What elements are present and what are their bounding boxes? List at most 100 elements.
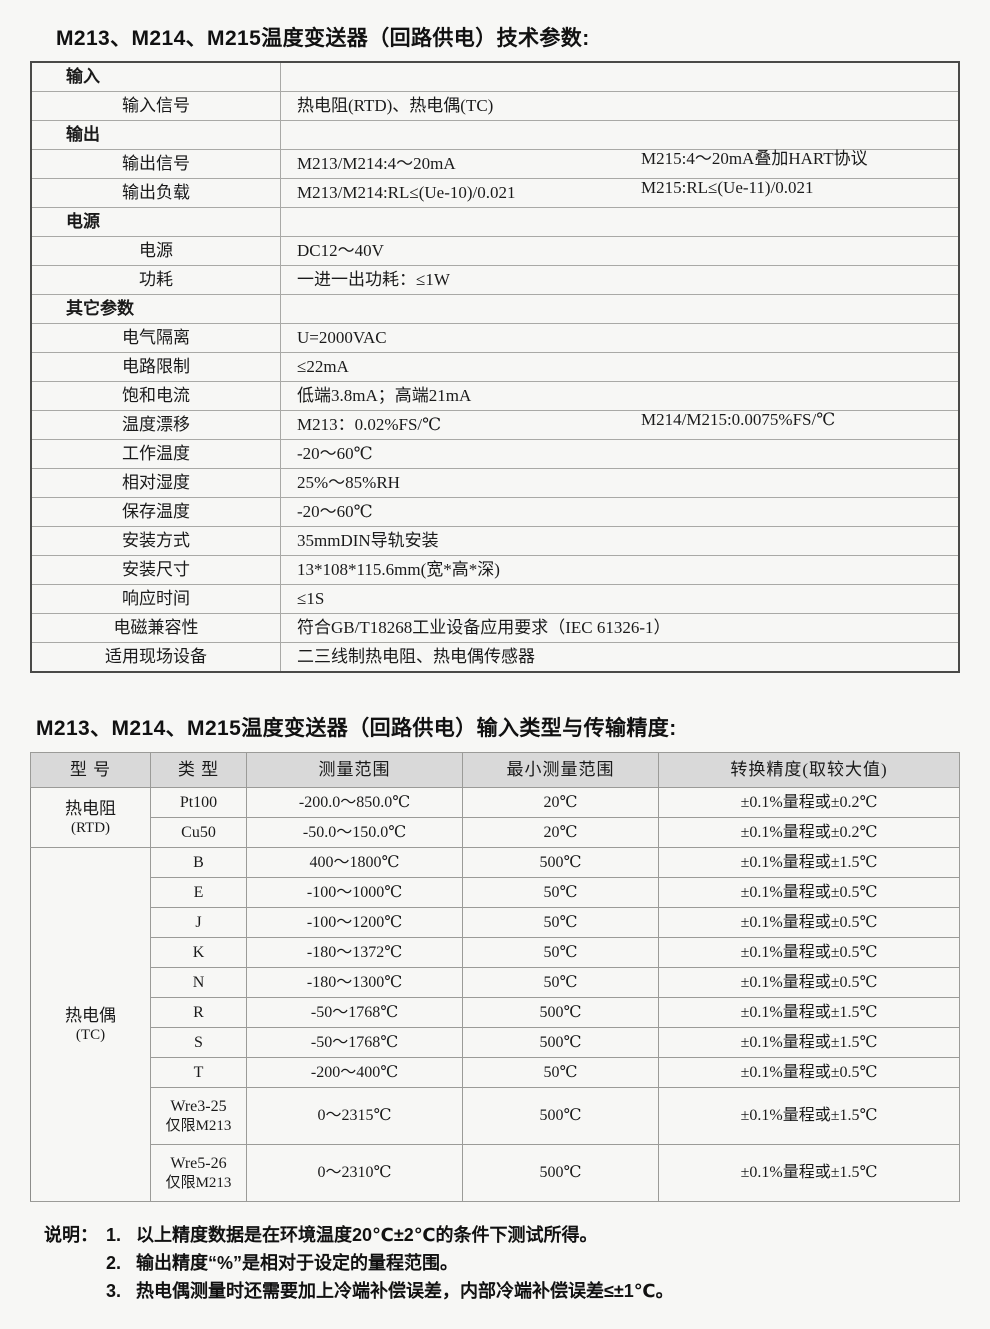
measuring-range-cell: -180～1372℃ [246,937,463,968]
sensor-group-abbrev: (TC) [75,1026,106,1043]
sensor-type-cell: Pt100 [150,787,247,818]
spec-value: M213/M214:4～20mA M215:4～20mA叠加HART协议 [280,149,960,179]
column-header: 型 号 [30,752,151,788]
spec-value: ≤1S [280,584,960,614]
measuring-range-cell: 0～2310℃ [246,1144,463,1202]
footnote-text: 热电偶测量时还需要加上冷端补偿误差，内部冷端补偿误差≤±1℃。 [136,1280,674,1301]
sensor-type-cell: Wre5-26 仅限M213 [150,1144,247,1202]
table-row: N -180～1300℃ 50℃ ±0.1%量程或±0.5℃ [31,967,960,998]
spec-value-primary: 一进一出功耗：≤1W [297,269,450,289]
spec-label: 响应时间 [30,584,281,614]
spec-group-row: 其它参数 [30,294,960,324]
spec-value [280,294,960,324]
measuring-range-cell: -50.0～150.0℃ [246,817,463,848]
sensor-type-cell: E [150,877,247,908]
min-range-cell: 500℃ [462,997,659,1028]
footnote-text: 输出精度“%”是相对于设定的量程范围。 [136,1252,459,1273]
spec-row: 适用现场设备 二三线制热电阻、热电偶传感器 [30,642,960,673]
spec-value-primary: 二三线制热电阻、热电偶传感器 [297,646,535,666]
accuracy-cell: ±0.1%量程或±0.5℃ [658,937,960,968]
table-header-row: 型 号类 型测量范围 最小测量范围 转换精度(取较大值) [30,752,960,788]
min-range-cell: 50℃ [462,877,659,908]
sensor-group-name: 热电偶 [65,1005,116,1025]
spec-value-secondary: M214/M215:0.0075%FS/℃ [641,410,836,429]
footnote-item: 2. 输出精度“%”是相对于设定的量程范围。 [44,1250,974,1278]
measuring-range-cell: -200～400℃ [246,1057,463,1088]
spec-label: 输出信号 [30,149,281,179]
measuring-range-cell: 0～2315℃ [246,1087,463,1145]
sensor-group-cell: 热电阻 (RTD) [30,787,151,848]
spec-row: 功耗 一进一出功耗：≤1W [30,265,960,295]
input-types-table-body: 热电阻 (RTD) Pt100 -200.0～850.0℃ 20℃ ±0.1%量程或±0.… [30,787,960,1202]
spec-label: 输出 [30,120,281,150]
spec-label: 其它参数 [30,294,281,324]
spec-label: 相对湿度 [30,468,281,498]
spec-row: 输出信号 M213/M214:4～20mA M215:4～20mA叠加HART协议 [30,149,960,179]
min-range-cell: 50℃ [462,1057,659,1088]
spec-label: 输入信号 [30,91,281,121]
page-title-specs: M213、M214、M215温度变送器（回路供电）技术参数: [56,27,590,50]
spec-value [280,61,960,92]
measuring-range-cell: -200.0～850.0℃ [246,787,463,818]
input-types-table: 型 号类 型测量范围 最小测量范围 转换精度(取较大值) 热电阻 (RTD) Pt100… [30,752,960,1202]
spec-label: 饱和电流 [30,381,281,411]
sensor-type-cell: J [150,907,247,938]
spec-value-primary: ≤22mA [297,356,349,376]
table-row: 热电偶 (TC) B 400～1800℃ 500℃ ±0.1%量程或±1.5℃ [30,847,960,1202]
table-row: Wre5-26 仅限M213 0～2310℃ 500℃ ±0.1%量程或±1.5℃ [31,1144,960,1202]
table-row: T -200～400℃ 50℃ ±0.1%量程或±0.5℃ [31,1057,960,1088]
column-header: 测量范围 [246,752,463,788]
sensor-type-restriction: 仅限M213 [165,1117,232,1134]
spec-label: 电路限制 [30,352,281,382]
accuracy-cell: ±0.1%量程或±0.5℃ [658,877,960,908]
measuring-range-cell: -50～1768℃ [246,997,463,1028]
spec-value-primary: U=2000VAC [297,327,387,347]
accuracy-cell: ±0.1%量程或±0.2℃ [658,817,960,848]
spec-value: M213：0.02%FS/℃ M214/M215:0.0075%FS/℃ [280,410,960,440]
spec-value-primary: M213/M214:4～20mA [297,153,456,173]
footnotes: 说明： 1. 以上精度数据是在环境温度20℃±2℃的条件下测试所得。 2. 输出精度“%… [44,1222,974,1306]
spec-row: 电路限制 ≤22mA [30,352,960,382]
sensor-type-restriction: 仅限M213 [165,1174,232,1191]
sensor-group-abbrev: (RTD) [70,819,111,836]
min-range-cell: 500℃ [462,1087,659,1145]
sensor-type-label: Wre5-26 [170,1154,227,1172]
spec-value-secondary: M215:4～20mA叠加HART协议 [641,149,868,168]
spec-label: 温度漂移 [30,410,281,440]
spec-value-primary: 低端3.8mA；高端21mA [297,385,472,405]
spec-value-primary: -20～60℃ [297,501,373,521]
footnote-text: 以上精度数据是在环境温度20℃±2℃的条件下测试所得。 [136,1225,598,1245]
table-row: J -100～1200℃ 50℃ ±0.1%量程或±0.5℃ [31,907,960,938]
accuracy-cell: ±0.1%量程或±1.5℃ [658,1087,960,1145]
spec-row: 饱和电流 低端3.8mA；高端21mA [30,381,960,411]
spec-value-secondary: M215:RL≤(Ue-11)/0.021 [641,178,814,197]
spec-value-primary: 35mmDIN导轨安装 [297,530,439,550]
sensor-type-cell: K [150,937,247,968]
spec-value: ≤22mA [280,352,960,382]
footnote-item: 3. 热电偶测量时还需要加上冷端补偿误差，内部冷端补偿误差≤±1℃。 [44,1278,974,1306]
spec-label: 功耗 [30,265,281,295]
spec-value: U=2000VAC [280,323,960,353]
spec-row: 输出负载 M213/M214:RL≤(Ue-10)/0.021 M215:RL≤(U… [30,178,960,208]
spec-value: 13*108*115.6mm(宽*高*深) [280,555,960,585]
spec-value-primary: M213/M214:RL≤(Ue-10)/0.021 [297,182,516,202]
footnote-number: 1. [106,1225,122,1245]
spec-group-row: 输出 [30,120,960,150]
input-types-table-head: 型 号类 型测量范围 最小测量范围 转换精度(取较大值) [30,752,960,788]
sensor-type-cell: Cu50 [150,817,247,848]
spec-value: 符合GB/T18268工业设备应用要求（IEC 61326-1） [280,613,960,643]
sensor-type-cell: B [150,847,247,878]
spec-row: 输入信号 热电阻(RTD)、热电偶(TC) [30,91,960,121]
sensor-type-cell: T [150,1057,247,1088]
spec-value: DC12～40V [280,236,960,266]
min-range-cell: 50℃ [462,937,659,968]
table-row: R -50～1768℃ 500℃ ±0.1%量程或±1.5℃ [31,997,960,1028]
spec-value-primary: DC12～40V [297,240,384,260]
measuring-range-cell: 400～1800℃ [246,847,463,878]
page-title-inputs: M213、M214、M215温度变送器（回路供电）输入类型与传输精度: [36,717,677,740]
table-row: E -100～1000℃ 50℃ ±0.1%量程或±0.5℃ [31,877,960,908]
spec-group-row: 电源 [30,207,960,237]
table-row: Cu50 -50.0～150.0℃ 20℃ ±0.1%量程或±0.2℃ [31,817,960,848]
min-range-cell: 500℃ [462,1027,659,1058]
min-range-cell: 50℃ [462,907,659,938]
